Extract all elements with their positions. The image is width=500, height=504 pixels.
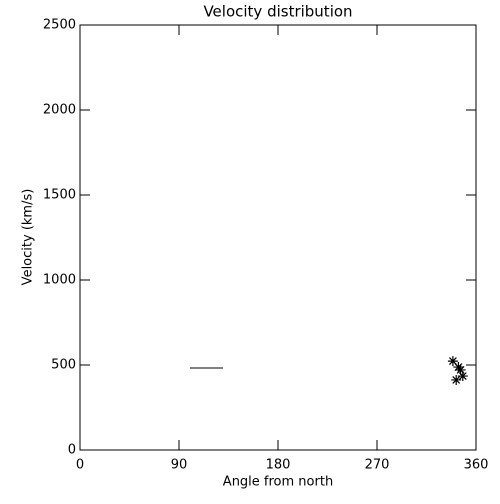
- plot-frame: [79, 24, 477, 451]
- y-tick-label: 1500: [43, 188, 76, 203]
- x-tick-label: 270: [365, 458, 390, 473]
- asterisk-point: [447, 356, 458, 367]
- y-tick-label: 0: [68, 443, 76, 458]
- asterisk-point: [451, 374, 462, 385]
- y-axis-label: Velocity (km/s): [21, 189, 36, 286]
- x-tick-label: 0: [76, 458, 84, 473]
- x-tick-label: 180: [266, 458, 291, 473]
- x-axis-label: Angle from north: [223, 475, 333, 490]
- x-tick-label: 360: [464, 458, 489, 473]
- x-tick-label: 90: [171, 458, 188, 473]
- y-tick-label: 2000: [43, 103, 76, 118]
- y-tick-label: 1000: [43, 273, 76, 288]
- asterisk-point: [455, 364, 466, 375]
- y-tick-label: 500: [51, 358, 76, 373]
- y-tick-label: 2500: [43, 18, 76, 33]
- asterisk-point: [457, 371, 468, 382]
- chart-title: Velocity distribution: [203, 3, 352, 21]
